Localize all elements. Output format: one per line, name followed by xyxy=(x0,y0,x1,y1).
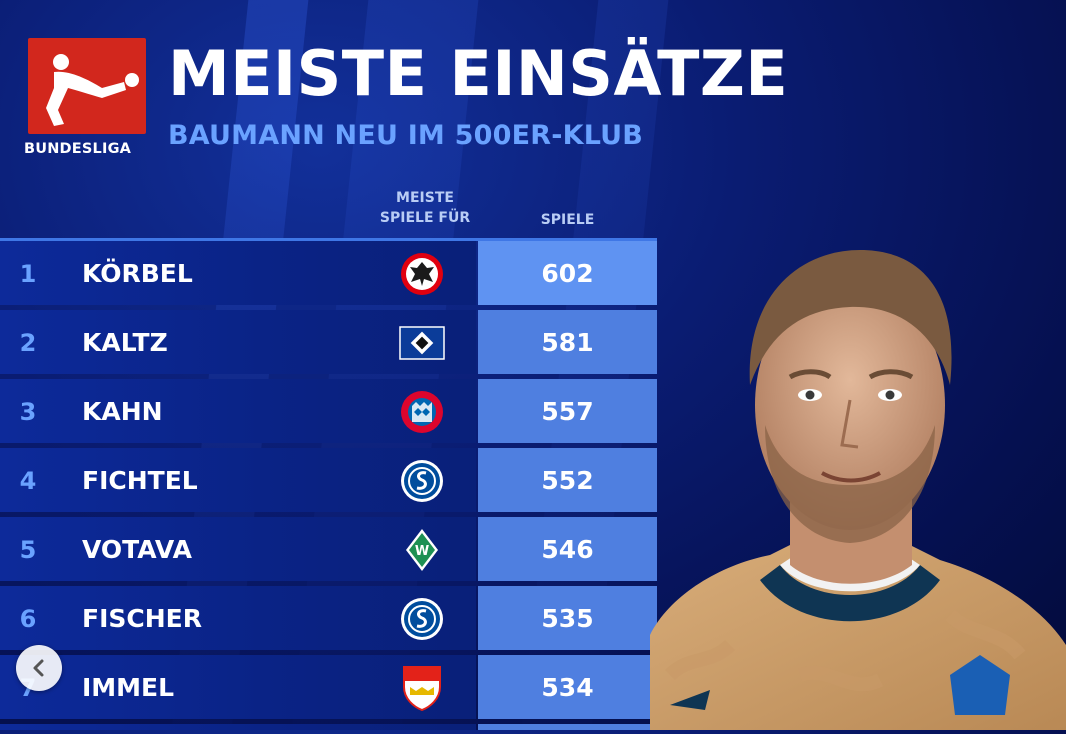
eintracht-frankfurt-crest-icon xyxy=(398,251,446,297)
svg-text:W: W xyxy=(415,544,429,559)
games-count: 557 xyxy=(541,397,594,426)
schalke-04-crest-icon xyxy=(398,596,446,642)
rank-number: 6 xyxy=(19,605,37,633)
row-band xyxy=(0,655,476,719)
hamburger-sv-crest-icon xyxy=(398,320,446,366)
chevron-left-icon xyxy=(33,659,44,677)
value-cell xyxy=(478,241,657,305)
games-count: 546 xyxy=(541,535,594,564)
column-header-games: SPIELE xyxy=(540,212,595,228)
page-title: MEISTE EINSÄTZE xyxy=(168,37,789,110)
bundesliga-wordmark: BUNDESLIGA xyxy=(24,141,132,157)
value-cell xyxy=(478,655,657,719)
werder-bremen-crest-icon: W xyxy=(398,527,446,573)
table-top-rule xyxy=(0,238,657,241)
table-row: 4 FICHTEL 552 xyxy=(0,448,657,512)
bayern-muenchen-crest-icon xyxy=(398,389,446,435)
page-subtitle: BAUMANN NEU IM 500ER-KLUB xyxy=(168,120,644,151)
value-cell xyxy=(478,448,657,512)
player-photo xyxy=(650,235,1066,730)
player-name: KALTZ xyxy=(82,328,168,357)
table-row: 2 KALTZ 581 xyxy=(0,310,657,374)
rank-number: 1 xyxy=(19,260,37,288)
schalke-04-crest-icon xyxy=(398,458,446,504)
games-count: 535 xyxy=(541,604,594,633)
row-band xyxy=(0,241,476,305)
player-name: FISCHER xyxy=(82,604,202,633)
row-band xyxy=(0,448,476,512)
row-band xyxy=(0,724,476,730)
value-cell xyxy=(478,310,657,374)
rank-number: 2 xyxy=(19,329,37,357)
table-row: 6 FISCHER 535 xyxy=(0,586,657,650)
games-count: 602 xyxy=(541,259,594,288)
bundesliga-logo xyxy=(28,38,146,134)
table-row: 3 KAHN 557 xyxy=(0,379,657,443)
table-row: 5 VOTAVA W 546 xyxy=(0,517,657,581)
column-header-club: MEISTE SPIELE FÜR xyxy=(379,190,471,226)
row-band xyxy=(0,586,476,650)
table-row: 1 KÖRBEL 602 xyxy=(0,241,657,305)
row-band xyxy=(0,517,476,581)
player-name: VOTAVA xyxy=(82,535,192,564)
rank-number: 4 xyxy=(19,467,37,495)
bundesliga-player-icon xyxy=(46,54,139,126)
vfb-stuttgart-crest-icon xyxy=(398,665,446,711)
player-name: IMMEL xyxy=(82,673,175,702)
value-cell xyxy=(478,724,657,730)
value-cell xyxy=(478,379,657,443)
player-name: KÖRBEL xyxy=(82,259,193,288)
player-name: FICHTEL xyxy=(82,466,198,495)
table-row: 7 IMMEL 534 xyxy=(0,655,657,719)
rank-number: 5 xyxy=(19,536,37,564)
value-cell xyxy=(478,517,657,581)
games-count: 552 xyxy=(541,466,594,495)
row-band xyxy=(0,379,476,443)
back-button[interactable] xyxy=(16,645,62,691)
games-count: 534 xyxy=(541,673,594,702)
row-band xyxy=(0,310,476,374)
table-row-partial xyxy=(0,724,657,730)
player-name: KAHN xyxy=(82,397,163,426)
value-cell xyxy=(478,586,657,650)
rank-number: 3 xyxy=(19,398,37,426)
games-count: 581 xyxy=(541,328,594,357)
